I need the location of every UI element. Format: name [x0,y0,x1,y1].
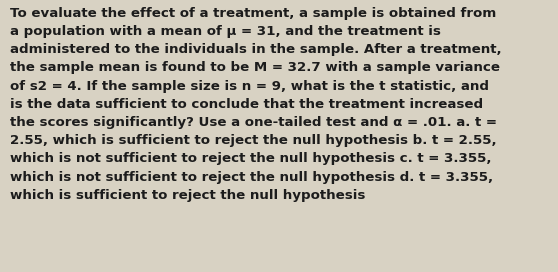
Text: To evaluate the effect of a treatment, a sample is obtained from
a population wi: To evaluate the effect of a treatment, a… [10,7,502,202]
